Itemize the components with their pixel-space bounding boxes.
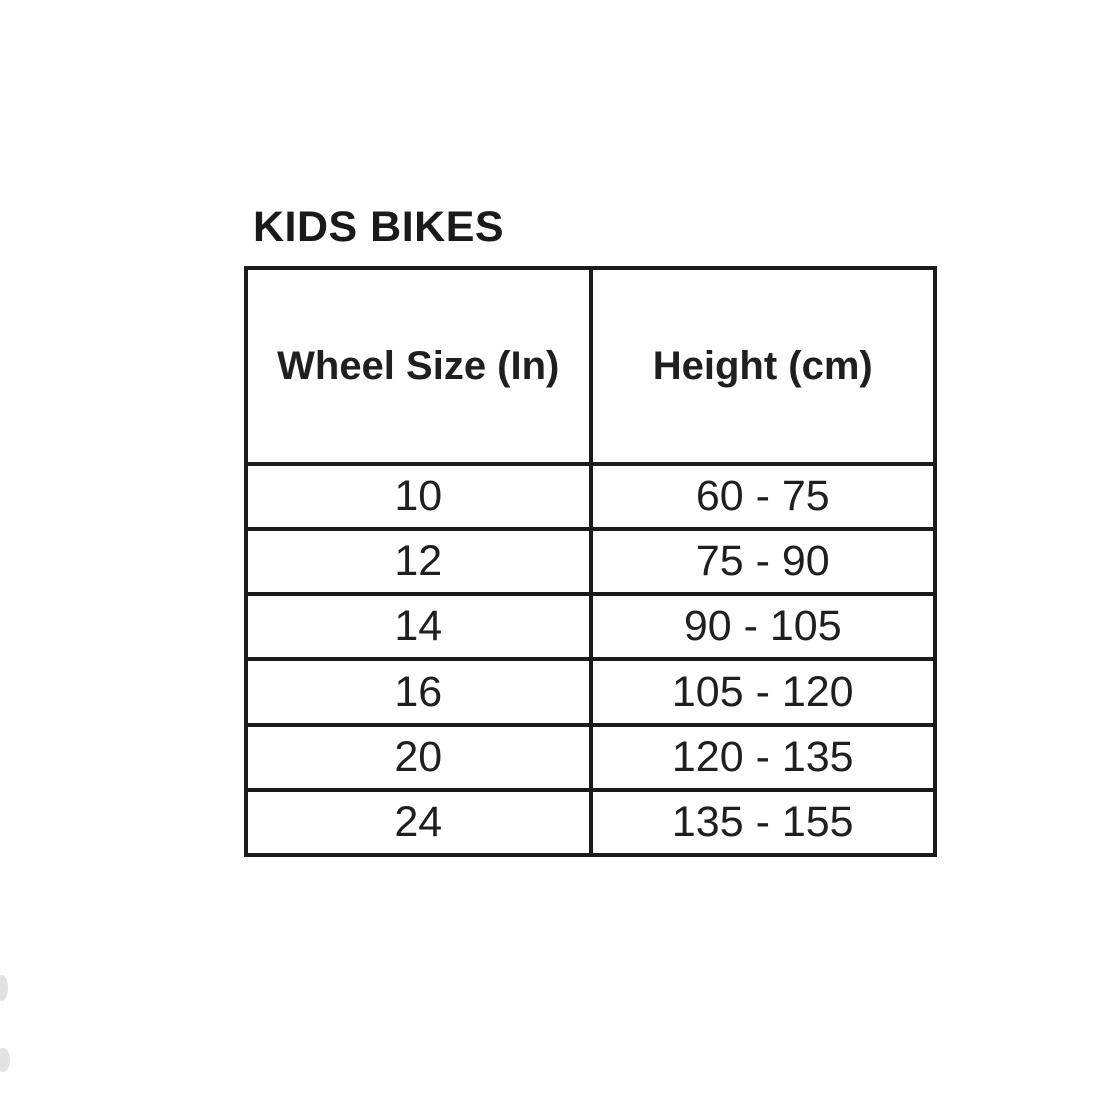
table-row: 14 90 - 105 [244,592,937,662]
column-header-wheel-size: Wheel Size (In) [244,266,593,466]
table-row: 10 60 - 75 [244,461,937,532]
table-row: 20 120 - 135 [244,722,937,792]
height-range-value: 75 - 90 [588,527,937,597]
table-row: 16 105 - 120 [244,657,937,727]
edge-artifact [0,1048,10,1072]
table-header: Wheel Size (In) Height (cm) [244,266,937,466]
wheel-size-value: 12 [244,527,593,597]
wheel-size-value: 16 [244,657,593,727]
column-header-height: Height (cm) [588,266,937,466]
height-range-value: 135 - 155 [588,787,937,858]
kids-bikes-size-table: Wheel Size (In) Height (cm) 10 60 - 75 1… [244,266,937,858]
page-title: KIDS BIKES [253,203,505,251]
height-range-value: 90 - 105 [588,592,937,662]
wheel-size-value: 24 [244,787,593,858]
table-row: 12 75 - 90 [244,527,937,597]
wheel-size-value: 20 [244,722,593,792]
wheel-size-value: 10 [244,461,593,532]
table-body: 10 60 - 75 12 75 - 90 14 90 - 105 16 105… [244,461,937,858]
height-range-value: 60 - 75 [588,461,937,532]
table-header-row: Wheel Size (In) Height (cm) [244,266,937,466]
wheel-size-value: 14 [244,592,593,662]
table-row: 24 135 - 155 [244,787,937,858]
height-range-value: 120 - 135 [588,722,937,792]
edge-artifact [0,975,8,1001]
height-range-value: 105 - 120 [588,657,937,727]
